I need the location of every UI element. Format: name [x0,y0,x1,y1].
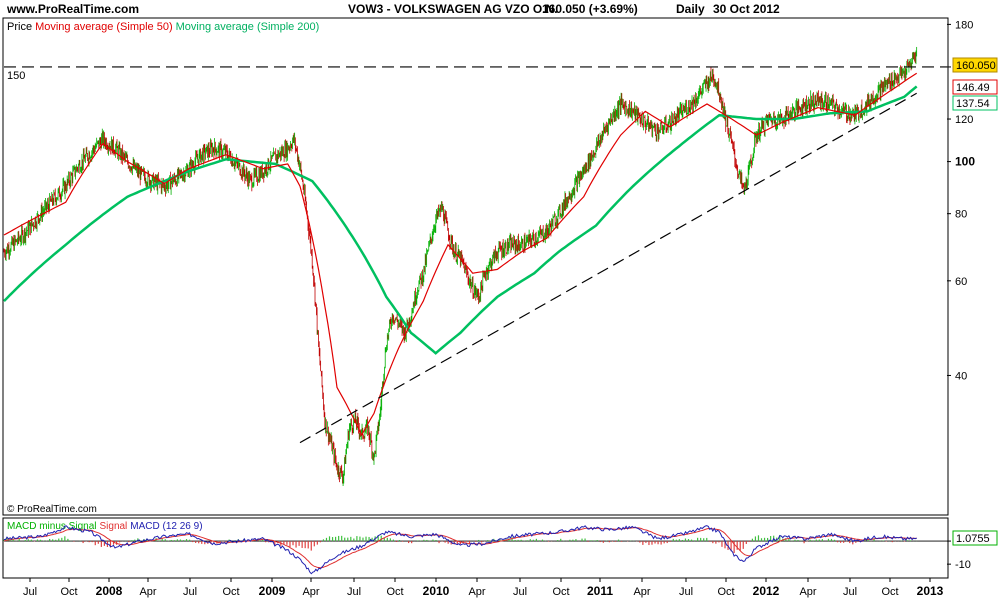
x-tick-label: Jul [23,586,37,598]
hline-label: 150 [7,70,25,82]
x-tick-label: Jul [843,586,857,598]
x-axis: Jul Oct 2008 Apr Jul Oct 2009 Apr Jul Oct 2010 Apr J… [23,578,944,598]
x-tick-label: Oct [552,586,569,598]
x-tick-label: Oct [222,586,239,598]
legend-ma200: Moving average (Simple 200) [176,21,320,33]
x-tick-label: Apr [139,586,156,598]
ma200-line [3,85,918,355]
macd-tick-label: -10 [955,559,971,571]
chart-title: VOW3 - VOLKSWAGEN AG VZO O.N. [348,2,558,16]
macd-plot: -10 [3,525,971,575]
ma50-line [3,72,918,437]
x-tick-label: 2012 [753,584,780,598]
x-tick-label: Jul [347,586,361,598]
signal-line [3,527,917,569]
x-tick-label: Apr [302,586,319,598]
y-tick-label: 100 [955,155,975,169]
y-tick-label: 40 [955,370,967,382]
x-tick-label: 2013 [917,584,944,598]
legend-ma50: Moving average (Simple 50) [35,21,173,33]
macd-legend-macd: MACD (12 26 9) [130,521,202,532]
svg-text:146.49: 146.49 [956,82,990,94]
price-change: 160.050 (+3.69%) [542,2,638,16]
x-tick-label: Jul [679,586,693,598]
legend: Price Moving average (Simple 50) Moving av… [7,21,319,33]
y-tick-label: 80 [955,209,967,221]
copyright: © ProRealTime.com [7,504,97,515]
x-tick-label: 2010 [423,584,450,598]
svg-text:160.050: 160.050 [956,60,996,72]
trend-line [299,92,917,444]
x-tick-label: Oct [881,586,898,598]
x-tick-label: 2009 [259,584,286,598]
x-tick-label: Apr [468,586,485,598]
svg-text:1.0755: 1.0755 [956,533,990,545]
x-tick-label: Jul [513,586,527,598]
date-label: 30 Oct 2012 [713,2,780,16]
overlays [3,66,947,444]
x-tick-label: 2011 [587,584,613,598]
x-tick-label: Jul [183,586,197,598]
y-axis: 40 60 80 100 120 180 [947,19,975,382]
x-tick-label: 2008 [96,584,123,598]
x-tick-label: Apr [799,586,816,598]
site-label: www.ProRealTime.com [6,2,139,16]
period-label: Daily [676,2,705,16]
macd-legend-hist: MACD minus Signal [7,521,96,532]
last-price-badge: 160.050 [952,57,998,73]
macd-line [3,525,917,575]
ma200-badge: 137.54 [952,95,998,111]
ma50-badge: 146.49 [952,79,998,95]
macd-legend-signal: Signal [99,521,127,532]
macd-legend: MACD minus Signal Signal MACD (12 26 9) [7,521,203,532]
macd-badge: 1.0755 [952,530,998,546]
x-tick-label: Oct [717,586,734,598]
main-pane [2,17,949,516]
x-tick-label: Oct [60,586,77,598]
x-tick-label: Apr [633,586,650,598]
y-tick-label: 120 [955,114,973,126]
price-bars [3,46,918,486]
x-tick-label: Oct [386,586,403,598]
y-tick-label: 180 [955,19,973,31]
macd-pane [2,517,949,579]
y-tick-label: 60 [955,276,967,288]
svg-text:137.54: 137.54 [956,98,990,110]
legend-price: Price [7,21,32,33]
